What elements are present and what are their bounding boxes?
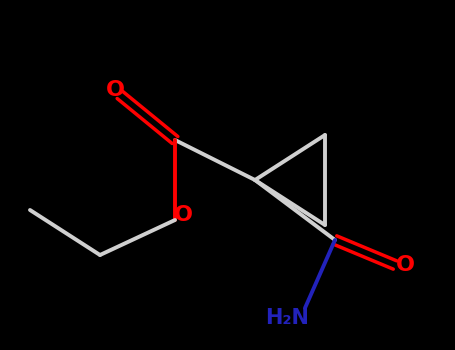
Text: O: O	[173, 205, 192, 225]
Text: H₂N: H₂N	[265, 308, 309, 328]
Text: O: O	[106, 80, 125, 100]
Text: O: O	[395, 255, 415, 275]
